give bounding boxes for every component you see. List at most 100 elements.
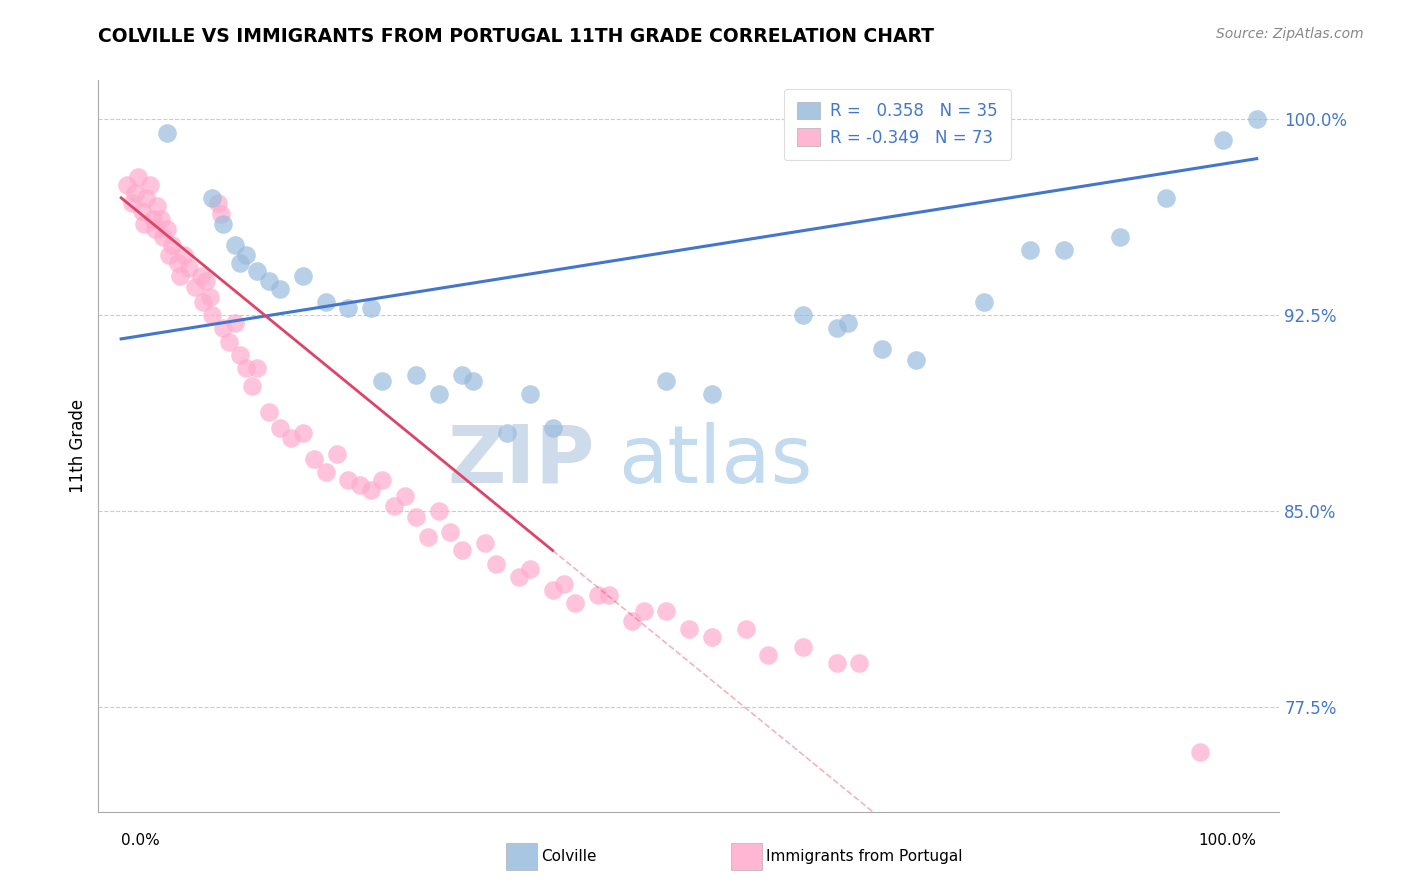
Point xyxy=(212,321,235,335)
Point xyxy=(519,386,541,401)
Point xyxy=(700,630,723,644)
Text: 0.0%: 0.0% xyxy=(121,832,160,847)
Point xyxy=(586,588,609,602)
Point xyxy=(1188,745,1211,759)
Point xyxy=(162,238,183,252)
Point xyxy=(152,230,174,244)
Point xyxy=(1109,230,1132,244)
Point xyxy=(973,295,995,310)
Point xyxy=(209,206,232,220)
Point xyxy=(598,588,620,602)
Point xyxy=(157,248,180,262)
Point xyxy=(463,374,485,388)
Point xyxy=(207,196,229,211)
Y-axis label: 11th Grade: 11th Grade xyxy=(69,399,87,493)
Point xyxy=(870,343,893,357)
Point xyxy=(198,290,221,304)
Point xyxy=(1053,243,1076,257)
Point xyxy=(496,425,519,440)
Point xyxy=(179,261,201,276)
Point xyxy=(191,295,214,310)
Legend: R =   0.358   N = 35, R = -0.349   N = 73: R = 0.358 N = 35, R = -0.349 N = 73 xyxy=(783,88,1011,160)
Point xyxy=(135,191,157,205)
Point xyxy=(371,473,394,487)
Point xyxy=(1246,112,1268,127)
Point xyxy=(792,640,814,655)
Point xyxy=(195,275,218,289)
Point xyxy=(143,222,166,236)
Point xyxy=(439,525,461,540)
Text: Immigrants from Portugal: Immigrants from Portugal xyxy=(766,849,963,863)
Point xyxy=(229,256,252,270)
Point xyxy=(825,321,848,335)
Point xyxy=(142,211,165,226)
Point xyxy=(326,447,349,461)
Point xyxy=(508,569,530,583)
Point xyxy=(394,489,416,503)
Text: Colville: Colville xyxy=(541,849,596,863)
Point xyxy=(218,334,240,349)
Point xyxy=(371,374,394,388)
Text: atlas: atlas xyxy=(619,422,813,500)
Point xyxy=(146,199,169,213)
Point xyxy=(291,269,314,284)
Point xyxy=(201,309,224,323)
Point xyxy=(257,275,280,289)
Point xyxy=(246,360,269,375)
Point xyxy=(1018,243,1040,257)
Point xyxy=(132,217,155,231)
Point xyxy=(825,656,848,670)
Point xyxy=(450,543,472,558)
Point xyxy=(315,465,337,479)
Point xyxy=(269,420,291,434)
Point xyxy=(291,425,314,440)
Point xyxy=(485,557,508,571)
Point xyxy=(201,191,224,205)
Point xyxy=(541,582,564,597)
Point xyxy=(169,269,191,284)
Point xyxy=(1212,133,1234,147)
Point xyxy=(235,248,257,262)
Point xyxy=(450,368,472,383)
Point xyxy=(138,178,160,192)
Point xyxy=(382,499,405,513)
Point xyxy=(633,604,655,618)
Point xyxy=(167,256,190,270)
Point xyxy=(655,604,678,618)
Point xyxy=(155,222,177,236)
Point xyxy=(360,483,382,498)
Point xyxy=(235,360,257,375)
Point xyxy=(553,577,575,591)
Text: 100.0%: 100.0% xyxy=(1199,832,1257,847)
Point xyxy=(474,535,496,549)
Point xyxy=(848,656,870,670)
Point xyxy=(360,301,382,315)
Point xyxy=(337,473,360,487)
Point xyxy=(541,420,564,434)
Point xyxy=(173,248,195,262)
Point xyxy=(115,178,138,192)
Point xyxy=(734,622,756,636)
Point xyxy=(1154,191,1177,205)
Point xyxy=(246,264,269,278)
Point xyxy=(121,196,143,211)
Point xyxy=(131,203,153,218)
Point xyxy=(269,282,291,296)
Point xyxy=(678,622,700,636)
Point xyxy=(405,368,427,383)
Point xyxy=(124,186,146,200)
Point xyxy=(519,562,541,576)
Point xyxy=(184,279,207,293)
Point xyxy=(349,478,371,492)
Point xyxy=(405,509,427,524)
Point xyxy=(700,386,723,401)
Point xyxy=(416,531,439,545)
Text: Source: ZipAtlas.com: Source: ZipAtlas.com xyxy=(1216,27,1364,41)
Point xyxy=(224,316,246,330)
Point xyxy=(155,126,177,140)
Point xyxy=(564,596,586,610)
Point xyxy=(621,614,644,628)
Point xyxy=(240,379,263,393)
Point xyxy=(224,238,246,252)
Point xyxy=(149,211,172,226)
